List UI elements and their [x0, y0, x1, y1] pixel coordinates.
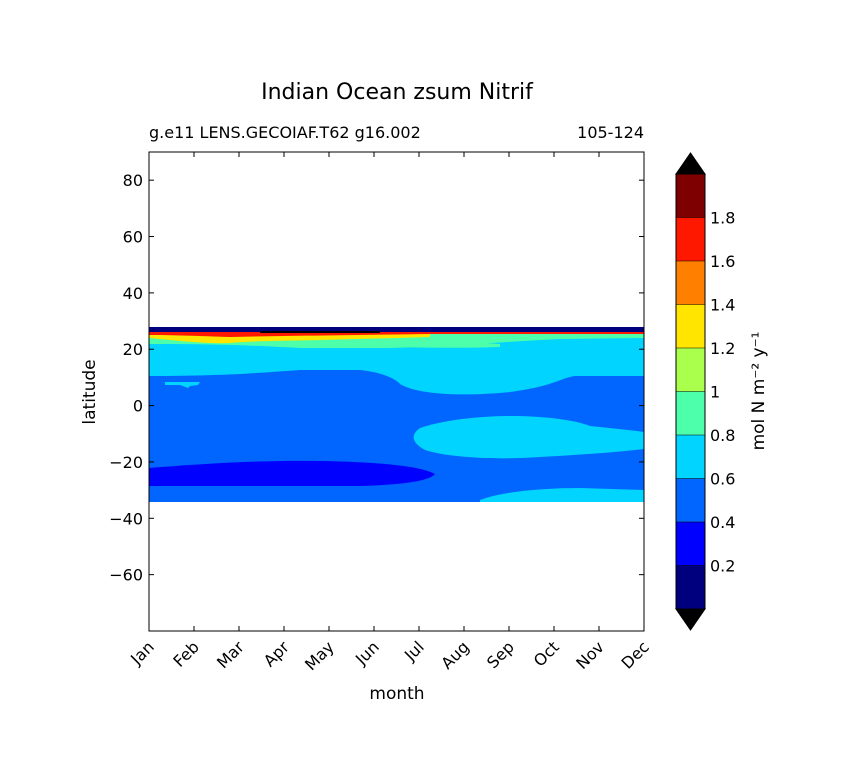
x-tick-label: Feb — [169, 637, 202, 670]
x-tick-label: Nov — [572, 637, 608, 673]
x-tick-label: Jun — [351, 637, 383, 669]
colorbar-segment — [676, 217, 705, 261]
x-tick-label: Jul — [400, 637, 428, 665]
plot-frame — [148, 151, 645, 632]
colorbar-tick-label: 0.6 — [710, 470, 735, 489]
colorbar-extend-bottom — [675, 608, 706, 631]
colorbar: 0.2 0.4 0.6 0.8 1 1.2 1.4 1.6 1.8 — [675, 152, 735, 631]
colorbar-segment — [676, 565, 705, 609]
colorbar-tick-label: 1.4 — [710, 296, 735, 315]
y-tick-label: 0 — [133, 397, 143, 416]
y-axis-label: latitude — [80, 359, 100, 424]
x-tick-label: Aug — [437, 637, 473, 673]
chart-title: Indian Ocean zsum Nitrif — [261, 80, 534, 105]
y-tick-label: 80 — [123, 171, 143, 190]
colorbar-tick-label: 0.2 — [710, 557, 735, 576]
colorbar-tick-label: 1 — [710, 383, 720, 402]
contour-band-under — [260, 331, 380, 333]
colorbar-segment — [676, 391, 705, 435]
contour-patch-0.8-1.0-right — [400, 342, 500, 348]
colorbar-segment — [676, 478, 705, 522]
y-tick-label: −20 — [109, 453, 143, 472]
x-tick-label: Sep — [483, 637, 518, 672]
x-tick-label: Mar — [213, 637, 248, 672]
contour-band-0.2-0.4 — [149, 460, 435, 486]
x-tick-label: May — [301, 637, 338, 674]
colorbar-segment — [676, 261, 705, 305]
y-axis: 80 60 40 20 0 −20 −40 −60 — [109, 171, 644, 585]
x-tick-label: Dec — [617, 637, 652, 672]
y-tick-label: −60 — [109, 566, 143, 585]
x-axis-label: month — [369, 684, 424, 704]
colorbar-tick-label: 1.8 — [710, 209, 735, 228]
colorbar-segment — [676, 174, 705, 218]
colorbar-segment — [676, 348, 705, 392]
x-tick-label: Apr — [260, 637, 293, 670]
chart-subtitle-right: 105-124 — [577, 123, 644, 142]
x-tick-label: Jan — [126, 637, 158, 669]
colorbar-segment — [676, 435, 705, 479]
contour-patch-equatorial — [413, 416, 644, 459]
colorbar-tick-label: 1.6 — [710, 252, 735, 271]
contour-band-0-0.2 — [149, 327, 644, 332]
y-tick-label: 60 — [123, 228, 143, 247]
y-tick-label: −40 — [109, 509, 143, 528]
colorbar-tick-label: 1.2 — [710, 339, 735, 358]
colorbar-tick-label: 0.4 — [710, 513, 735, 532]
y-tick-label: 20 — [123, 340, 143, 359]
contour-band-0.6-0.8 — [149, 337, 644, 395]
y-tick-label: 40 — [123, 284, 143, 303]
chart-subtitle-left: g.e11 LENS.GECOIAF.T62 g16.002 — [149, 123, 421, 142]
contour-patch-small-cyan — [165, 382, 200, 388]
x-tick-label: Oct — [530, 637, 563, 670]
colorbar-tick-label: 0.8 — [710, 426, 735, 445]
colorbar-segment — [676, 304, 705, 348]
colorbar-extend-top — [675, 152, 706, 175]
contour-fills — [149, 327, 644, 502]
colorbar-segment — [676, 522, 705, 566]
colorbar-label: mol N m⁻² y⁻¹ — [749, 332, 769, 451]
contour-band-south-0.6-0.8 — [480, 488, 644, 502]
